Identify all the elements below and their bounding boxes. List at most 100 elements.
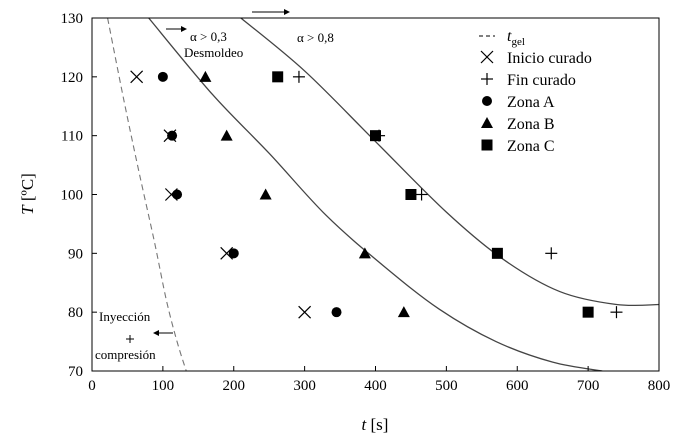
point-fin-curado-2 [415, 188, 428, 201]
x-tick-label-800: 800 [648, 378, 671, 394]
point-zona-c-1-shape [370, 130, 381, 142]
y-tick-label-110: 110 [61, 129, 83, 145]
point-zona-a-2 [172, 189, 183, 200]
point-fin-curado-0 [292, 70, 305, 83]
legend-label-main: t [507, 28, 512, 45]
legend-item-zona-a: Zona A [482, 94, 555, 111]
legend-item-t: tgel [479, 28, 525, 48]
legend-item-zona-c: Zona C [481, 138, 555, 155]
point-zona-b-0 [199, 70, 212, 82]
compresion-label: compresión [95, 347, 156, 362]
legend-label-inicio-curado: Inicio curado [507, 50, 592, 67]
point-zona-b-1-shape [220, 129, 233, 141]
x-axis-label-symbol: t [362, 415, 368, 434]
y-tick-label-100: 100 [61, 188, 84, 204]
y-axis-label-unit: [ºC] [18, 173, 37, 205]
alpha-high-label: α > 0,8 [297, 30, 334, 45]
point-zona-b-3-shape [358, 247, 371, 259]
point-inicio-curado-4 [298, 305, 312, 319]
markers-layer [130, 70, 623, 319]
point-inicio-curado-0 [130, 70, 144, 84]
y-tick-label-120: 120 [61, 70, 84, 86]
legend: tgel Inicio curado Fin curado Zona A Zona B Z… [479, 28, 592, 155]
point-zona-a-2-shape [172, 189, 183, 200]
point-zona-b-1 [220, 129, 233, 141]
point-inicio-curado-0-stroke-2 [130, 70, 144, 84]
desmoldeo-label: Desmoldeo [184, 45, 243, 60]
point-zona-b-4-shape [397, 306, 410, 318]
legend-symbol-square-shape [481, 139, 493, 151]
alpha-low-label: α > 0,3 [190, 29, 227, 44]
legend-label-t: tgel [507, 28, 525, 48]
point-zona-c-3 [491, 247, 503, 259]
point-zona-c-2 [405, 189, 417, 200]
point-zona-a-0-shape [157, 71, 168, 82]
annotation-inyeccion: Inyección compresión [95, 309, 173, 362]
point-zona-b-4 [397, 306, 410, 318]
point-zona-a-3 [228, 248, 239, 259]
point-zona-c-2-shape [405, 189, 417, 200]
curve-tgel [107, 18, 187, 371]
legend-symbol-triangle [481, 117, 493, 128]
x-tick-label-700: 700 [577, 378, 600, 394]
y-tick-label-80: 80 [68, 305, 83, 321]
x-axis-ticks: 0 100 200 300 400 500 600 700 800 [88, 366, 670, 394]
curve-alpha-0.3 [148, 18, 603, 371]
x-tick-label-100: 100 [152, 378, 175, 394]
y-axis-ticks: 70 80 90 100 110 120 130 [61, 11, 97, 380]
legend-label-subscript: gel [511, 36, 524, 48]
inyeccion-label: Inyección [99, 309, 151, 324]
point-zona-c-4-shape [582, 306, 594, 318]
point-zona-b-0-shape [199, 70, 212, 82]
point-zona-a-4-shape [331, 307, 342, 318]
point-zona-b-2-shape [259, 188, 272, 200]
legend-label-zona-a: Zona A [507, 94, 555, 111]
legend-symbol-plus [481, 73, 493, 85]
curve-alpha-0.8 [240, 18, 659, 307]
point-zona-c-4 [582, 306, 594, 318]
point-zona-a-3-shape [228, 248, 239, 259]
legend-label-zona-b: Zona B [507, 116, 555, 133]
legend-label-fin-curado: Fin curado [507, 72, 576, 89]
legend-symbol-circle [482, 96, 492, 106]
point-zona-c-0-shape [272, 71, 284, 83]
legend-symbol-x [480, 50, 494, 64]
point-zona-a-4 [331, 307, 342, 318]
point-zona-a-1 [167, 130, 178, 141]
legend-item-zona-b: Zona B [481, 116, 555, 133]
point-zona-a-1-shape [167, 130, 178, 141]
point-fin-curado-4 [610, 306, 623, 319]
y-tick-label-90: 90 [68, 246, 83, 262]
point-fin-curado-3 [545, 247, 558, 260]
point-zona-a-0 [157, 71, 168, 82]
y-axis-label: T [ºC] [18, 173, 37, 215]
annotation-alpha-0.3: α > 0,3 Desmoldeo [166, 26, 243, 60]
legend-label-zona-c: Zona C [507, 138, 555, 155]
point-inicio-curado-3-stroke-2 [220, 246, 234, 260]
legend-symbol-x-stroke-2 [480, 50, 494, 64]
point-zona-c-3-shape [491, 247, 503, 259]
curves-layer [107, 18, 659, 371]
y-tick-label-70: 70 [68, 364, 83, 380]
legend-symbol-square [481, 139, 493, 151]
point-zona-c-1 [370, 130, 381, 142]
annotation-alpha-0.8: α > 0,8 [252, 9, 334, 45]
point-zona-b-2 [259, 188, 272, 200]
x-tick-label-200: 200 [223, 378, 246, 394]
point-zona-b-3 [358, 247, 371, 259]
legend-symbol-circle-shape [482, 96, 492, 106]
y-tick-label-130: 130 [61, 11, 84, 27]
y-axis-label-symbol: T [18, 204, 37, 215]
point-zona-c-0 [272, 71, 284, 83]
x-tick-label-500: 500 [435, 378, 458, 394]
legend-item-inicio-curado: Inicio curado [480, 50, 592, 67]
x-axis-label-unit: [s] [366, 415, 388, 434]
x-tick-label-300: 300 [293, 378, 316, 394]
x-tick-label-600: 600 [506, 378, 529, 394]
legend-item-fin-curado: Fin curado [481, 72, 576, 89]
legend-symbol-triangle-shape [481, 117, 493, 128]
x-axis-label: t [s] [362, 415, 389, 434]
x-tick-label-400: 400 [364, 378, 387, 394]
x-tick-label-0: 0 [88, 378, 96, 394]
